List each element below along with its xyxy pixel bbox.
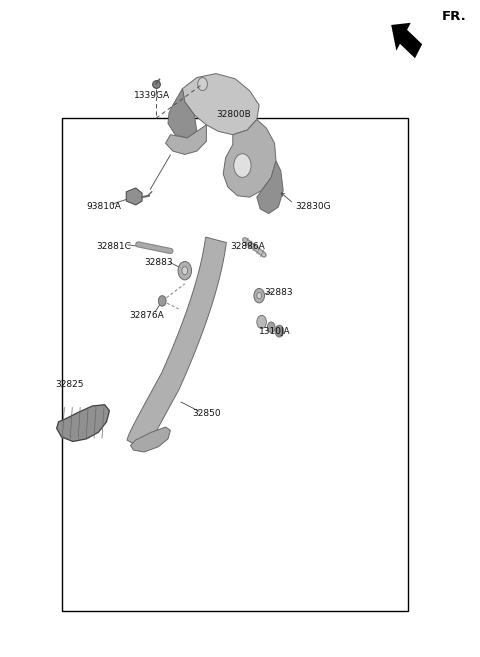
Text: 32883: 32883 <box>144 258 173 267</box>
Polygon shape <box>166 125 206 154</box>
Circle shape <box>158 296 166 306</box>
Circle shape <box>178 261 192 280</box>
Polygon shape <box>257 161 283 214</box>
Circle shape <box>198 78 207 91</box>
Text: 1339GA: 1339GA <box>134 91 170 100</box>
Text: 32850: 32850 <box>192 409 221 419</box>
Circle shape <box>254 288 264 303</box>
Polygon shape <box>391 23 422 58</box>
Text: 32800B: 32800B <box>216 110 251 120</box>
Polygon shape <box>131 427 170 452</box>
Circle shape <box>275 325 284 337</box>
Circle shape <box>267 322 275 332</box>
Polygon shape <box>223 120 276 197</box>
Text: 1310JA: 1310JA <box>259 327 291 336</box>
Text: 32883: 32883 <box>264 288 293 297</box>
Text: 32830G: 32830G <box>295 202 331 212</box>
Circle shape <box>234 154 251 177</box>
Polygon shape <box>127 237 227 451</box>
Polygon shape <box>126 188 142 205</box>
Text: 32825: 32825 <box>55 380 84 389</box>
Text: 32886A: 32886A <box>230 242 265 251</box>
Polygon shape <box>182 74 259 135</box>
Circle shape <box>182 267 188 275</box>
Text: 32881C: 32881C <box>96 242 131 251</box>
Text: 32876A: 32876A <box>130 311 164 320</box>
Text: FR.: FR. <box>442 10 467 23</box>
Bar <box>62 118 408 611</box>
Text: 93810A: 93810A <box>86 202 121 212</box>
Circle shape <box>257 315 266 328</box>
Polygon shape <box>168 89 197 138</box>
Circle shape <box>257 292 262 299</box>
Polygon shape <box>57 405 109 442</box>
